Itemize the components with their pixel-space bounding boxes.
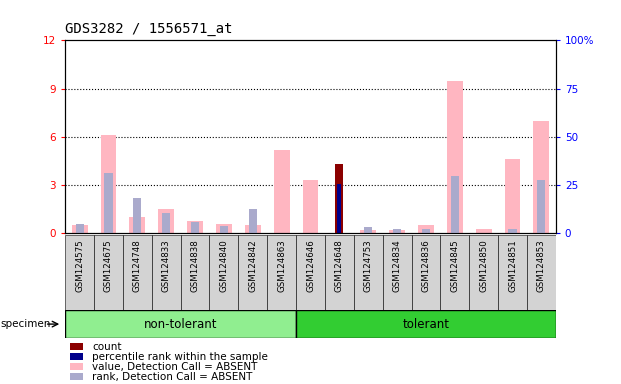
- Text: GSM124853: GSM124853: [537, 239, 546, 292]
- Bar: [129, 217, 145, 233]
- Bar: [533, 121, 550, 233]
- Bar: [509, 228, 517, 233]
- Text: GSM124748: GSM124748: [133, 239, 142, 292]
- Bar: [70, 353, 83, 360]
- Text: GSM124840: GSM124840: [219, 239, 229, 292]
- Bar: [191, 222, 199, 233]
- Bar: [209, 235, 238, 310]
- Bar: [393, 228, 401, 233]
- Bar: [70, 373, 83, 380]
- Bar: [412, 235, 440, 310]
- Text: percentile rank within the sample: percentile rank within the sample: [92, 352, 268, 362]
- Bar: [296, 235, 325, 310]
- Bar: [476, 228, 492, 233]
- Bar: [335, 164, 343, 233]
- Bar: [296, 310, 556, 338]
- Bar: [389, 230, 405, 233]
- Bar: [335, 184, 343, 233]
- Bar: [238, 235, 267, 310]
- Bar: [187, 220, 203, 233]
- Text: GSM124833: GSM124833: [161, 239, 171, 292]
- Text: GSM124575: GSM124575: [75, 239, 84, 292]
- Text: GSM124842: GSM124842: [248, 239, 257, 292]
- Text: GSM124753: GSM124753: [364, 239, 373, 292]
- Bar: [181, 235, 209, 310]
- Text: specimen: specimen: [1, 319, 51, 329]
- Bar: [71, 225, 88, 233]
- Bar: [274, 150, 289, 233]
- Bar: [418, 225, 434, 233]
- Bar: [104, 173, 112, 233]
- Bar: [325, 235, 354, 310]
- Bar: [422, 228, 430, 233]
- Bar: [220, 226, 228, 233]
- Bar: [469, 235, 498, 310]
- Bar: [354, 235, 383, 310]
- Bar: [440, 235, 469, 310]
- Bar: [537, 180, 545, 233]
- Bar: [364, 227, 372, 233]
- Bar: [505, 159, 520, 233]
- Bar: [70, 363, 83, 370]
- Bar: [498, 235, 527, 310]
- Bar: [527, 235, 556, 310]
- Text: GSM124834: GSM124834: [392, 239, 402, 292]
- Text: GSM124675: GSM124675: [104, 239, 113, 292]
- Text: value, Detection Call = ABSENT: value, Detection Call = ABSENT: [92, 362, 258, 372]
- Bar: [65, 310, 296, 338]
- Bar: [134, 198, 142, 233]
- Bar: [249, 209, 257, 233]
- Bar: [101, 135, 116, 233]
- Bar: [447, 81, 463, 233]
- Bar: [216, 224, 232, 233]
- Bar: [70, 343, 83, 350]
- Text: count: count: [92, 342, 122, 352]
- Text: GSM124836: GSM124836: [422, 239, 430, 292]
- Text: tolerant: tolerant: [402, 318, 450, 331]
- Text: GSM124851: GSM124851: [508, 239, 517, 292]
- Bar: [123, 235, 152, 310]
- Bar: [360, 230, 376, 233]
- Bar: [245, 225, 261, 233]
- Bar: [383, 235, 412, 310]
- Text: non-tolerant: non-tolerant: [144, 318, 217, 331]
- Text: GSM124850: GSM124850: [479, 239, 488, 292]
- Bar: [152, 235, 181, 310]
- Bar: [158, 209, 174, 233]
- Bar: [65, 235, 94, 310]
- Text: rank, Detection Call = ABSENT: rank, Detection Call = ABSENT: [92, 372, 253, 382]
- Bar: [267, 235, 296, 310]
- Bar: [451, 177, 459, 233]
- Text: GSM124863: GSM124863: [277, 239, 286, 292]
- Bar: [302, 180, 319, 233]
- Bar: [94, 235, 123, 310]
- Bar: [337, 184, 342, 233]
- Text: GSM124646: GSM124646: [306, 239, 315, 292]
- Text: GSM124838: GSM124838: [191, 239, 199, 292]
- Bar: [76, 224, 84, 233]
- Bar: [162, 213, 170, 233]
- Text: GDS3282 / 1556571_at: GDS3282 / 1556571_at: [65, 23, 233, 36]
- Text: GSM124845: GSM124845: [450, 239, 460, 292]
- Text: GSM124648: GSM124648: [335, 239, 344, 292]
